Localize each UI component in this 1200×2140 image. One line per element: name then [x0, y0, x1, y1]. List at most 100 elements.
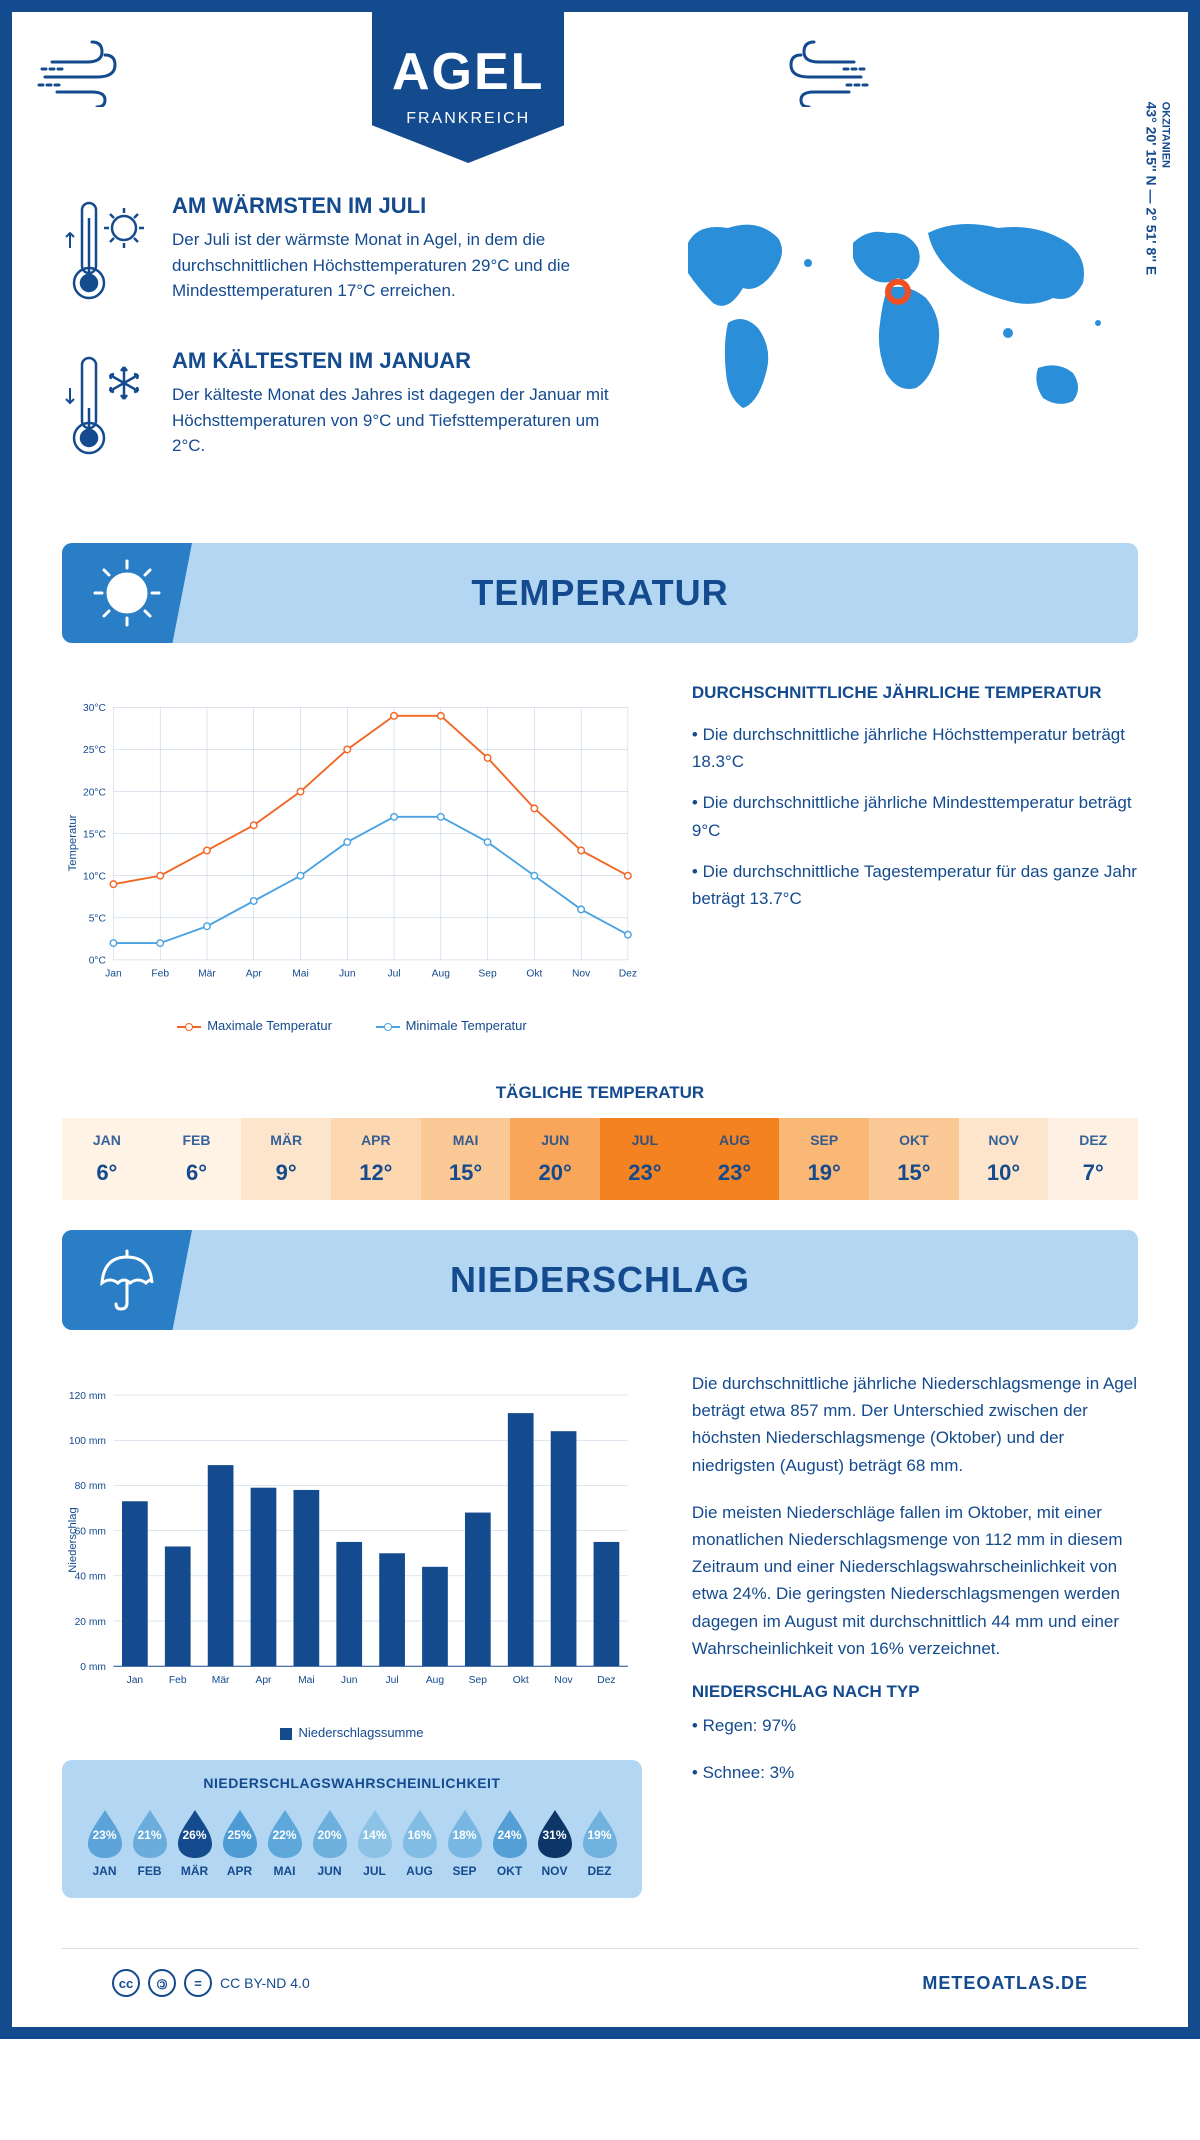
footer: cc 🄯 = CC BY-ND 4.0 METEOATLAS.DE	[62, 1948, 1138, 2007]
daily-cell: NOV10°	[959, 1118, 1049, 1200]
precip-type-2: • Schnee: 3%	[692, 1759, 1138, 1786]
probability-item: 25%APR	[217, 1806, 262, 1878]
site-name: METEOATLAS.DE	[922, 1973, 1088, 1994]
intro-section: AM WÄRMSTEN IM JULI Der Juli ist der wär…	[12, 163, 1188, 523]
probability-item: 14%JUL	[352, 1806, 397, 1878]
precip-legend: Niederschlagssumme	[62, 1725, 642, 1740]
warmest-text: AM WÄRMSTEN IM JULI Der Juli ist der wär…	[172, 193, 618, 318]
warmest-title: AM WÄRMSTEN IM JULI	[172, 193, 618, 219]
temp-content: 0°C5°C10°C15°C20°C25°C30°CJanFebMärAprMa…	[12, 643, 1188, 1053]
temp-info-p1: • Die durchschnittliche jährliche Höchst…	[692, 721, 1138, 775]
daily-grid: JAN6°FEB6°MÄR9°APR12°MAI15°JUN20°JUL23°A…	[62, 1118, 1138, 1200]
svg-text:120 mm: 120 mm	[69, 1391, 106, 1402]
probability-item: 20%JUN	[307, 1806, 352, 1878]
page-subtitle: FRANKREICH	[392, 110, 544, 128]
daily-cell: SEP19°	[779, 1118, 869, 1200]
svg-text:40 mm: 40 mm	[75, 1572, 106, 1583]
intro-left: AM WÄRMSTEN IM JULI Der Juli ist der wär…	[62, 193, 618, 503]
svg-text:Apr: Apr	[255, 1675, 272, 1686]
probability-item: 16%AUG	[397, 1806, 442, 1878]
warmest-desc: Der Juli ist der wärmste Monat in Agel, …	[172, 227, 618, 304]
coldest-title: AM KÄLTESTEN IM JANUAR	[172, 348, 618, 374]
probability-item: 21%FEB	[127, 1806, 172, 1878]
probability-item: 18%SEP	[442, 1806, 487, 1878]
svg-text:15°C: 15°C	[83, 829, 107, 840]
precip-legend-label: Niederschlagssumme	[298, 1725, 423, 1740]
svg-text:Jul: Jul	[386, 1675, 399, 1686]
license-block: cc 🄯 = CC BY-ND 4.0	[112, 1969, 310, 1997]
probability-title: NIEDERSCHLAGSWAHRSCHEINLICHKEIT	[82, 1775, 622, 1791]
svg-text:0 mm: 0 mm	[80, 1662, 106, 1673]
daily-cell: MÄR9°	[241, 1118, 331, 1200]
svg-text:20°C: 20°C	[83, 787, 107, 798]
niederschlag-title: NIEDERSCHLAG	[450, 1259, 750, 1301]
wind-icon-left	[12, 12, 192, 137]
world-map-icon	[658, 193, 1138, 453]
temp-chart: 0°C5°C10°C15°C20°C25°C30°CJanFebMärAprMa…	[62, 683, 642, 1033]
svg-text:10°C: 10°C	[83, 871, 107, 882]
temp-info-p3: • Die durchschnittliche Tagestemperatur …	[692, 858, 1138, 912]
svg-text:Sep: Sep	[469, 1675, 488, 1686]
svg-text:Mär: Mär	[198, 969, 216, 980]
header-row: AGEL FRANKREICH	[12, 12, 1188, 163]
thermometer-sun-icon	[62, 193, 152, 318]
temp-info-title: DURCHSCHNITTLICHE JÄHRLICHE TEMPERATUR	[692, 683, 1138, 703]
svg-text:60 mm: 60 mm	[75, 1526, 106, 1537]
daily-cell: JUN20°	[510, 1118, 600, 1200]
svg-text:80 mm: 80 mm	[75, 1481, 106, 1492]
probability-box: NIEDERSCHLAGSWAHRSCHEINLICHKEIT 23%JAN21…	[62, 1760, 642, 1898]
cc-icon: cc	[112, 1969, 140, 1997]
precip-content: 0 mm20 mm40 mm60 mm80 mm100 mm120 mmJanF…	[12, 1330, 1188, 1918]
daily-cell: MAI15°	[421, 1118, 511, 1200]
svg-text:25°C: 25°C	[83, 745, 107, 756]
svg-text:Nov: Nov	[554, 1675, 573, 1686]
daily-cell: APR12°	[331, 1118, 421, 1200]
svg-text:5°C: 5°C	[89, 914, 107, 925]
svg-text:Aug: Aug	[426, 1675, 445, 1686]
probability-item: 22%MAI	[262, 1806, 307, 1878]
nd-icon: =	[184, 1969, 212, 1997]
probability-item: 31%NOV	[532, 1806, 577, 1878]
svg-text:Sep: Sep	[478, 969, 497, 980]
svg-text:100 mm: 100 mm	[69, 1436, 106, 1447]
umbrella-icon	[62, 1230, 192, 1330]
svg-text:Temperatur: Temperatur	[67, 814, 79, 871]
temp-legend: Maximale Temperatur Minimale Temperatur	[62, 1018, 642, 1033]
svg-text:Mär: Mär	[212, 1675, 230, 1686]
temperatur-header: TEMPERATUR	[62, 543, 1138, 643]
coldest-block: AM KÄLTESTEN IM JANUAR Der kälteste Mona…	[62, 348, 618, 473]
svg-text:0°C: 0°C	[89, 956, 107, 967]
svg-text:Jan: Jan	[105, 969, 122, 980]
coldest-text: AM KÄLTESTEN IM JANUAR Der kälteste Mona…	[172, 348, 618, 473]
region-label: OKZITANIEN	[1160, 102, 1172, 276]
temp-info: DURCHSCHNITTLICHE JÄHRLICHE TEMPERATUR •…	[692, 683, 1138, 1033]
daily-cell: OKT15°	[869, 1118, 959, 1200]
svg-text:Mai: Mai	[298, 1675, 315, 1686]
svg-text:Okt: Okt	[513, 1675, 529, 1686]
coordinates: OKZITANIEN 43° 20' 15'' N — 2° 51' 8'' E	[1144, 102, 1172, 276]
svg-text:Jun: Jun	[339, 969, 356, 980]
wind-icon-right	[744, 12, 924, 137]
svg-text:20 mm: 20 mm	[75, 1617, 106, 1628]
by-icon: 🄯	[148, 1969, 176, 1997]
svg-text:Niederschlag: Niederschlag	[67, 1507, 79, 1572]
probability-item: 19%DEZ	[577, 1806, 622, 1878]
map-block: OKZITANIEN 43° 20' 15'' N — 2° 51' 8'' E	[658, 193, 1138, 503]
temperatur-title: TEMPERATUR	[471, 572, 728, 614]
svg-text:Aug: Aug	[432, 969, 451, 980]
svg-text:Okt: Okt	[526, 969, 542, 980]
precip-left: 0 mm20 mm40 mm60 mm80 mm100 mm120 mmJanF…	[62, 1370, 642, 1898]
precip-p2: Die meisten Niederschläge fallen im Okto…	[692, 1499, 1138, 1662]
coldest-desc: Der kälteste Monat des Jahres ist dagege…	[172, 382, 618, 459]
probability-item: 26%MÄR	[172, 1806, 217, 1878]
probability-item: 23%JAN	[82, 1806, 127, 1878]
page-title: AGEL	[392, 42, 544, 102]
svg-text:Jul: Jul	[387, 969, 400, 980]
daily-title: TÄGLICHE TEMPERATUR	[12, 1083, 1188, 1103]
precip-info: Die durchschnittliche jährliche Niedersc…	[692, 1370, 1138, 1898]
header: AGEL FRANKREICH	[372, 12, 564, 163]
probability-grid: 23%JAN21%FEB26%MÄR25%APR22%MAI20%JUN14%J…	[82, 1806, 622, 1878]
svg-text:Dez: Dez	[597, 1675, 615, 1686]
daily-cell: DEZ7°	[1048, 1118, 1138, 1200]
svg-text:Dez: Dez	[619, 969, 637, 980]
